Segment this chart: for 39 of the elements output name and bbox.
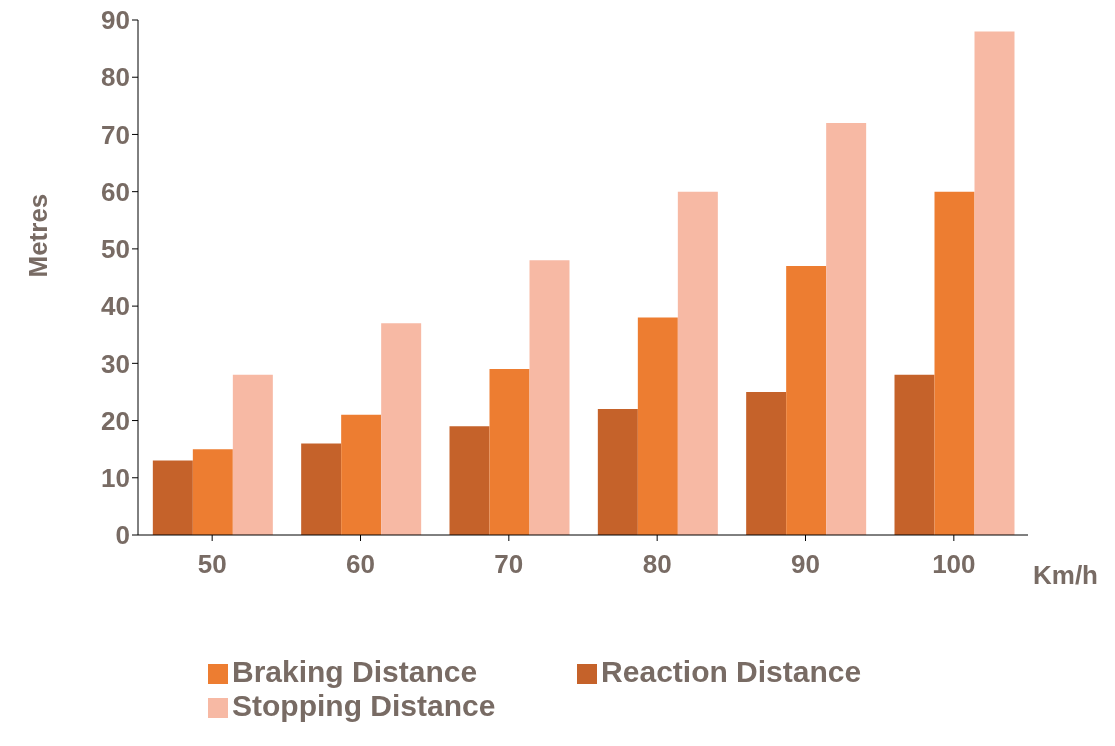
- bar: [826, 123, 867, 535]
- x-tick-label: 60: [346, 549, 375, 580]
- legend-label: Braking Distance: [232, 655, 478, 688]
- y-tick-label: 60: [101, 176, 130, 207]
- y-tick-label: 80: [101, 62, 130, 93]
- bar: [894, 374, 935, 535]
- y-tick-label: 10: [101, 463, 130, 494]
- y-tick-label: 0: [115, 520, 130, 551]
- x-axis-title: Km/h: [1033, 560, 1098, 591]
- x-tick-label: 100: [932, 549, 976, 580]
- legend-label: Stopping Distance: [232, 689, 496, 722]
- y-tick-label: 20: [101, 405, 130, 436]
- legend-label: Reaction Distance: [601, 655, 862, 688]
- y-tick-label: 40: [101, 291, 130, 322]
- y-tick-label: 30: [101, 348, 130, 379]
- y-tick-label: 90: [101, 5, 130, 36]
- bar: [786, 266, 827, 535]
- bar: [341, 414, 382, 535]
- bar: [152, 460, 193, 535]
- bar: [974, 31, 1015, 535]
- bar: [677, 191, 718, 535]
- bar: [637, 317, 678, 535]
- bar: [489, 369, 530, 535]
- bar: [381, 323, 422, 535]
- y-tick-label: 50: [101, 234, 130, 265]
- y-axis-title: Metres: [23, 193, 54, 278]
- y-tick-label: 70: [101, 119, 130, 150]
- bar: [449, 426, 490, 535]
- bar: [597, 409, 638, 535]
- bar: [746, 391, 787, 535]
- x-tick-label: 90: [791, 549, 820, 580]
- x-tick-label: 50: [197, 549, 227, 580]
- x-tick-label: 80: [642, 549, 672, 580]
- bar: [934, 191, 975, 535]
- bar: [192, 449, 233, 535]
- bar: [232, 374, 273, 535]
- bar: [529, 260, 570, 535]
- x-tick-label: 70: [494, 549, 524, 580]
- bar: [301, 443, 342, 535]
